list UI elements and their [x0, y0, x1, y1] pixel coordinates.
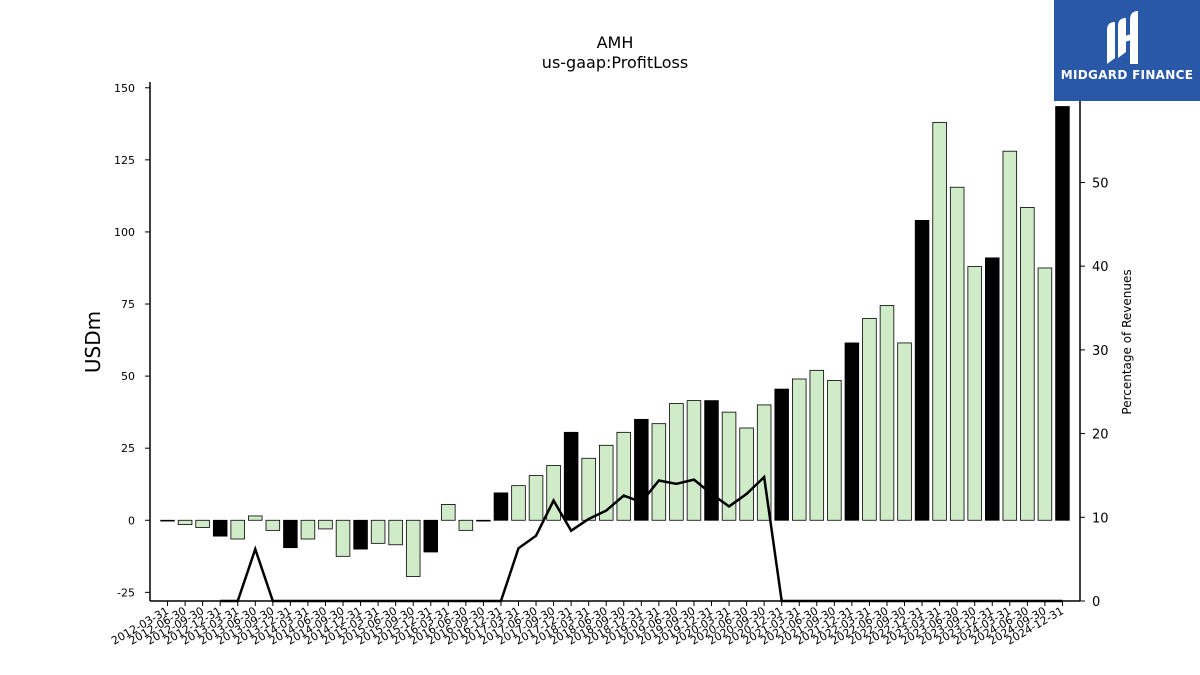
bar: [405, 519, 421, 577]
bar: [686, 400, 702, 521]
bar: [300, 519, 316, 540]
bar: [967, 266, 982, 521]
bar: [248, 515, 263, 521]
y-tick-label: 150: [114, 82, 135, 95]
bar: [774, 388, 789, 521]
logo-text: MIDGARD FINANCE: [1060, 68, 1194, 82]
bar: [1020, 207, 1035, 521]
y2-tick-label: 20: [1092, 428, 1109, 443]
bar: [651, 423, 667, 521]
y2-tick-label: 40: [1092, 260, 1109, 275]
bar: [563, 431, 579, 521]
brand-logo: MIDGARD FINANCE: [1054, 0, 1200, 101]
bar: [283, 519, 298, 549]
bar: [458, 519, 474, 531]
y-tick-label: 50: [121, 370, 135, 383]
bar: [756, 404, 772, 521]
y-tick-label: 0: [128, 514, 135, 527]
bar: [177, 519, 193, 526]
bar: [528, 475, 544, 521]
y-tick-label: 100: [114, 226, 135, 239]
bar: [721, 411, 737, 521]
y2-tick-label: 0: [1092, 595, 1100, 610]
bar: [932, 121, 947, 521]
y-tick-label: 125: [114, 154, 135, 167]
y-tick-label: 25: [121, 442, 135, 455]
bar: [897, 342, 912, 521]
bar: [598, 444, 614, 521]
bar: [1037, 267, 1053, 521]
bar: [318, 519, 333, 530]
bar: [669, 403, 684, 521]
bar: [511, 485, 526, 521]
y2-tick-label: 30: [1092, 344, 1109, 359]
bar: [476, 519, 491, 522]
logo-mark-icon: [1107, 11, 1138, 64]
bar: [1055, 106, 1070, 521]
y2-tick-label: 10: [1092, 511, 1109, 526]
y-axis-label: USDm: [81, 311, 105, 373]
bar: [388, 519, 403, 546]
bar: [160, 519, 175, 522]
bar: [335, 519, 351, 557]
bar: [792, 378, 807, 521]
bar: [353, 519, 368, 550]
bar: [985, 257, 1000, 521]
bar: [581, 457, 596, 521]
axes: -250255075100125150010203040502012-03-31…: [109, 82, 1108, 648]
y2-axis-label: Percentage of Revenues: [1120, 269, 1134, 414]
chart-title: AMH: [597, 33, 634, 52]
bar: [739, 427, 754, 521]
bar: [827, 380, 842, 521]
bar: [230, 519, 245, 540]
bar: [914, 219, 930, 521]
y-tick-label: 75: [121, 298, 135, 311]
bar: [265, 519, 281, 531]
bar: [370, 519, 386, 544]
y2-tick-label: 50: [1092, 176, 1109, 191]
bar: [704, 400, 719, 521]
bar: [195, 519, 210, 528]
y-tick-label: -25: [117, 586, 135, 599]
bar: [634, 418, 649, 521]
bar: [879, 305, 895, 521]
bar-series: [160, 106, 1070, 577]
bar: [441, 504, 456, 521]
bar: [862, 318, 877, 521]
bar: [212, 519, 228, 537]
bar: [423, 519, 439, 553]
bar: [809, 369, 825, 521]
bar: [493, 492, 509, 521]
bar: [949, 186, 965, 521]
bar: [844, 342, 860, 521]
bar: [1002, 150, 1018, 521]
bar: [616, 431, 632, 521]
chart-subtitle: us-gaap:ProfitLoss: [542, 53, 688, 72]
